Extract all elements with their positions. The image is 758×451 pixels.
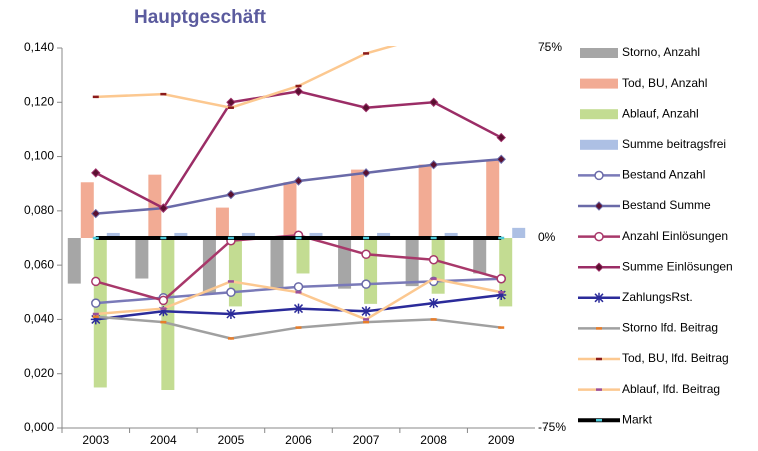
marker bbox=[428, 298, 439, 309]
legend-label: Anzahl Einlösungen bbox=[622, 229, 728, 243]
marker bbox=[594, 292, 604, 303]
plot-area bbox=[67, 46, 526, 390]
legend-label: Bestand Anzahl bbox=[622, 168, 705, 182]
marker bbox=[226, 287, 236, 298]
bar bbox=[418, 164, 432, 238]
marker bbox=[496, 132, 506, 143]
x-tick-label: 2009 bbox=[488, 433, 515, 447]
y2-tick-label: -75% bbox=[538, 420, 566, 434]
x-tick-label: 2005 bbox=[218, 433, 245, 447]
bar bbox=[338, 238, 352, 289]
marker bbox=[361, 103, 371, 113]
marker bbox=[496, 154, 506, 164]
x-tick-label: 2008 bbox=[420, 433, 447, 447]
x-tick-label: 2004 bbox=[150, 433, 177, 447]
marker bbox=[361, 306, 372, 317]
marker bbox=[158, 306, 169, 317]
bar bbox=[405, 238, 419, 287]
marker bbox=[428, 254, 439, 265]
marker bbox=[91, 168, 101, 178]
bar bbox=[174, 232, 188, 238]
marker bbox=[158, 295, 169, 306]
bar bbox=[296, 238, 310, 274]
bar bbox=[67, 238, 81, 284]
marker bbox=[594, 231, 604, 242]
bar bbox=[444, 232, 458, 238]
legend-label: Summe beitragsfrei bbox=[622, 137, 726, 151]
y-tick-label: 0,120 bbox=[24, 94, 54, 108]
legend-label: Ablauf, Anzahl bbox=[622, 106, 699, 120]
legend-label: Storno, Anzahl bbox=[622, 45, 700, 59]
x-tick-label: 2007 bbox=[353, 433, 380, 447]
y-tick-label: 0,080 bbox=[24, 203, 54, 217]
bar bbox=[241, 232, 255, 238]
legend-label: ZahlungsRst. bbox=[622, 290, 693, 304]
legend-swatch bbox=[580, 48, 618, 58]
bar bbox=[377, 232, 391, 238]
bar bbox=[351, 169, 365, 238]
marker bbox=[496, 290, 507, 300]
legend-swatch bbox=[580, 78, 618, 89]
legend-swatch bbox=[580, 139, 618, 150]
legend-label: Tod, BU, Anzahl bbox=[622, 76, 707, 90]
y-tick-label: 0,040 bbox=[24, 312, 54, 326]
marker bbox=[361, 279, 371, 289]
legend-label: Ablauf, lfd. Beitrag bbox=[622, 382, 720, 396]
marker bbox=[496, 273, 506, 284]
x-tick-label: 2006 bbox=[285, 433, 312, 447]
legend-label: Bestand Summe bbox=[622, 198, 711, 212]
marker bbox=[225, 309, 236, 319]
marker bbox=[594, 262, 604, 272]
marker bbox=[293, 303, 304, 314]
y-tick-label: 0,100 bbox=[24, 149, 54, 163]
marker bbox=[594, 201, 604, 211]
marker bbox=[90, 314, 101, 325]
marker bbox=[293, 176, 304, 186]
y-tick-label: 0,020 bbox=[24, 366, 54, 380]
bar bbox=[283, 182, 297, 238]
bar bbox=[135, 238, 149, 279]
marker bbox=[91, 298, 101, 308]
y-tick-label: 0,000 bbox=[24, 420, 54, 434]
chart-title: Hauptgeschäft bbox=[134, 7, 267, 28]
marker bbox=[158, 203, 169, 213]
marker bbox=[361, 249, 371, 260]
marker bbox=[226, 97, 236, 107]
bar bbox=[80, 182, 94, 238]
bar bbox=[364, 238, 378, 304]
marker bbox=[293, 86, 304, 97]
bar bbox=[148, 174, 162, 238]
marker bbox=[428, 160, 439, 170]
bar bbox=[202, 238, 216, 294]
bar bbox=[486, 159, 500, 238]
y2-tick-label: 75% bbox=[538, 40, 562, 54]
y2-tick-label: 0% bbox=[538, 230, 556, 244]
marker bbox=[594, 170, 604, 181]
legend-label: Tod, BU, lfd. Beitrag bbox=[622, 351, 729, 365]
legend-swatch bbox=[580, 109, 618, 120]
bar bbox=[512, 227, 526, 238]
marker bbox=[293, 282, 304, 292]
marker bbox=[91, 276, 101, 287]
marker bbox=[361, 168, 371, 178]
x-tick-label: 2003 bbox=[82, 433, 109, 447]
legend-label: Markt bbox=[622, 412, 653, 426]
bar bbox=[499, 238, 513, 307]
bar bbox=[161, 238, 175, 390]
bar bbox=[309, 232, 323, 238]
y-tick-label: 0,140 bbox=[24, 40, 54, 54]
marker bbox=[91, 208, 101, 219]
y-tick-label: 0,060 bbox=[24, 257, 54, 271]
legend-label: Storno lfd. Beitrag bbox=[622, 321, 718, 335]
bar bbox=[106, 232, 120, 238]
marker bbox=[428, 97, 439, 107]
marker bbox=[226, 189, 236, 200]
bar bbox=[473, 238, 487, 274]
bar bbox=[270, 238, 284, 289]
legend-label: Summe Einlösungen bbox=[622, 259, 733, 273]
bar bbox=[215, 207, 229, 238]
